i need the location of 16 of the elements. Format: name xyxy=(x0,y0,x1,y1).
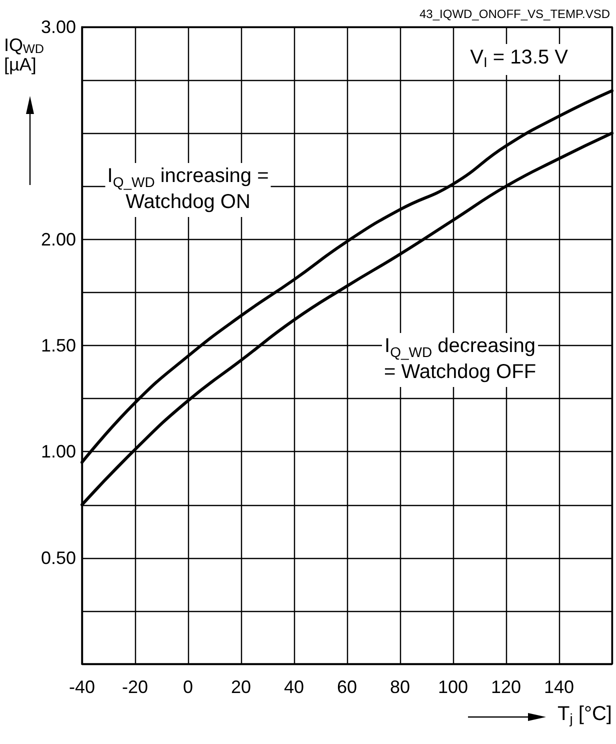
text: 43_IQWD_ONOFF_VS_TEMP.VSD xyxy=(420,7,610,21)
y-tick-label: 1.50 xyxy=(40,336,76,356)
x-tick-label: -40 xyxy=(68,677,96,697)
y-tick-label: 3.00 xyxy=(40,17,76,37)
x-tick-label: 120 xyxy=(490,677,522,697)
y-tick-label: 0.50 xyxy=(40,548,76,568)
y-tick-label: 2.00 xyxy=(40,229,76,250)
x-tick-label: 140 xyxy=(544,677,574,697)
x-tick-label: -20 xyxy=(122,677,148,697)
x-tick-label: 0 xyxy=(182,677,194,697)
x-tick-label: 40 xyxy=(284,677,304,697)
x-tick-label: 20 xyxy=(230,677,252,697)
x-tick-label: 100 xyxy=(438,677,468,697)
x-tick-label: 60 xyxy=(336,677,358,697)
y-tick-label: 1.00 xyxy=(40,442,76,462)
x-tick-label: 80 xyxy=(390,677,410,697)
